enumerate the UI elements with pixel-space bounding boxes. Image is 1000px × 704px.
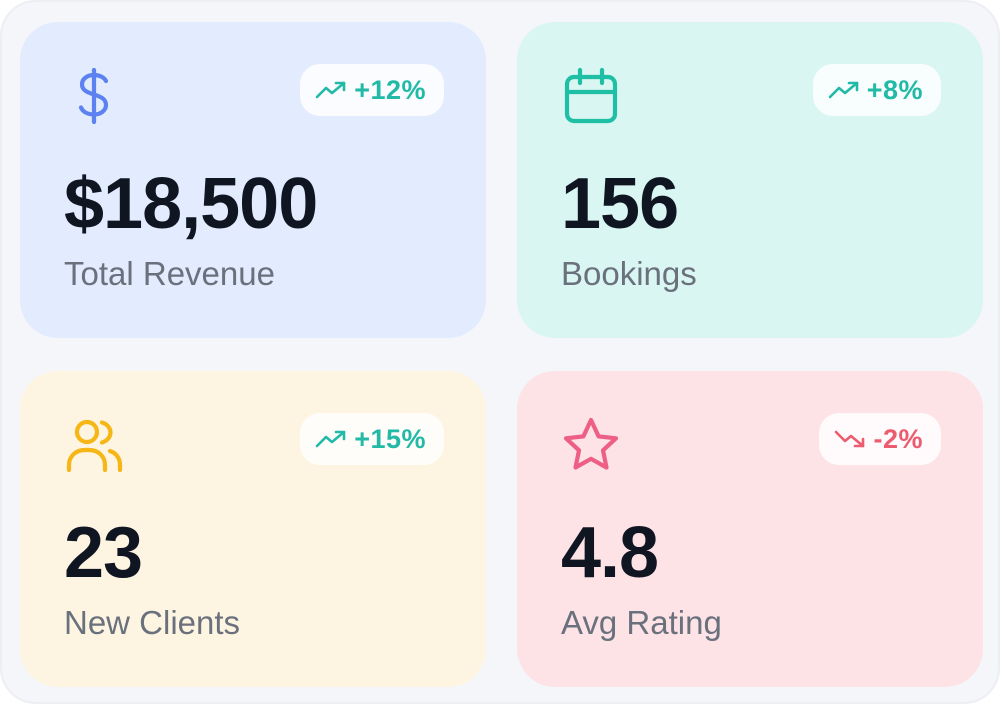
trending-down-icon <box>833 427 867 451</box>
users-icon <box>64 415 124 475</box>
change-badge: +15% <box>300 413 444 465</box>
stat-value: $18,500 <box>64 164 318 244</box>
dollar-icon <box>64 66 124 126</box>
change-badge: +8% <box>812 64 941 116</box>
stat-card-avg-rating[interactable]: -2% 4.8 Avg Rating <box>517 371 983 687</box>
change-badge: -2% <box>819 413 941 465</box>
trending-up-icon <box>314 78 348 102</box>
stat-value: 23 <box>64 513 143 593</box>
stat-label: New Clients <box>64 604 241 641</box>
calendar-icon <box>561 66 621 126</box>
stat-card-total-revenue[interactable]: +12% $18,500 Total Revenue <box>20 22 486 338</box>
stat-value: 156 <box>561 164 679 244</box>
stat-label: Total Revenue <box>64 255 275 292</box>
change-badge: +12% <box>300 64 444 116</box>
trending-up-icon <box>827 78 861 102</box>
change-percentage: +12% <box>354 74 426 105</box>
stat-card-new-clients[interactable]: +15% 23 New Clients <box>20 371 486 687</box>
stat-label: Bookings <box>561 255 697 292</box>
stat-value: 4.8 <box>561 513 659 593</box>
change-percentage: -2% <box>873 423 923 454</box>
trending-up-icon <box>314 427 348 451</box>
stat-label: Avg Rating <box>561 604 722 641</box>
change-percentage: +15% <box>354 423 426 454</box>
change-percentage: +8% <box>866 74 923 105</box>
stat-card-bookings[interactable]: +8% 156 Bookings <box>517 22 983 338</box>
star-icon <box>561 415 621 475</box>
